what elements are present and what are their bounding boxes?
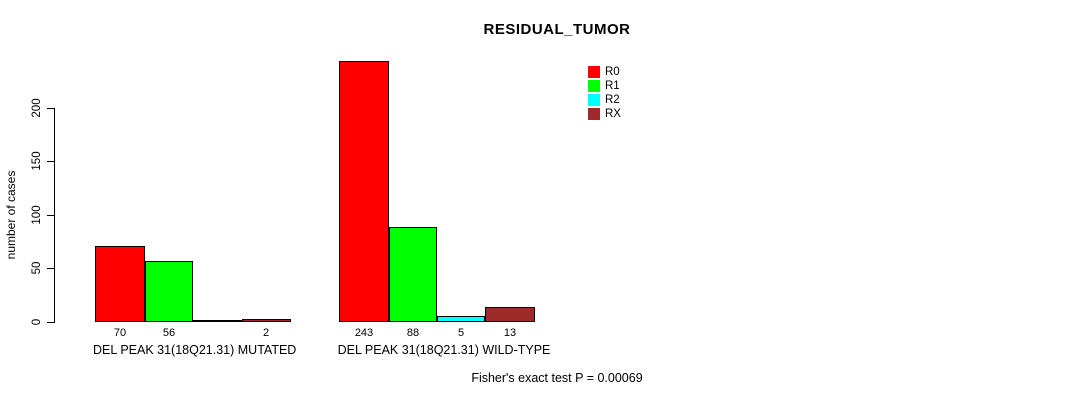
legend-swatch-r1 (588, 80, 600, 92)
y-tick-label: 150 (31, 151, 43, 171)
y-axis-tick (47, 268, 55, 269)
legend-swatch-r0 (588, 66, 600, 78)
y-tick-label: 50 (31, 261, 43, 275)
bar-r1-mutated (145, 261, 193, 322)
legend-swatch-rx (588, 108, 600, 120)
bar-r2-mutated (193, 320, 242, 322)
bar-value-label: 88 (406, 327, 420, 339)
y-tick-label: 0 (31, 318, 43, 326)
bar-rx-wildtype (485, 307, 535, 322)
bar-value-label: 243 (354, 327, 374, 339)
bar-r2-wildtype (437, 316, 485, 322)
y-axis-tick (47, 322, 55, 323)
legend-item-r1: R1 (588, 80, 621, 92)
y-tick-label: 200 (31, 98, 43, 118)
fisher-test-footnote: Fisher's exact test P = 0.00069 (471, 371, 643, 385)
category-label-wildtype: DEL PEAK 31(18Q21.31) WILD-TYPE (337, 343, 551, 357)
bar-value-label: 13 (503, 327, 517, 339)
y-tick-label: 100 (31, 205, 43, 225)
bar-r0-mutated (95, 246, 145, 322)
legend-item-r2: R2 (588, 94, 621, 106)
y-axis-tick (47, 161, 55, 162)
bar-value-label: 5 (457, 327, 465, 339)
legend-label-r2: R2 (605, 94, 620, 106)
bar-rx-mutated (242, 319, 291, 322)
y-axis-tick (47, 108, 55, 109)
bar-value-label: 56 (162, 327, 176, 339)
bar-r1-wildtype (389, 227, 437, 322)
legend-swatch-r2 (588, 94, 600, 106)
legend-item-r0: R0 (588, 66, 621, 78)
bar-value-label (197, 327, 237, 339)
legend-label-rx: RX (605, 108, 621, 120)
bar-value-label: 70 (113, 327, 127, 339)
legend: R0 R1 R2 RX (588, 66, 621, 122)
chart-title: RESIDUAL_TUMOR (483, 21, 631, 38)
legend-item-rx: RX (588, 108, 621, 120)
category-label-mutated: DEL PEAK 31(18Q21.31) MUTATED (93, 343, 297, 357)
legend-label-r0: R0 (605, 66, 620, 78)
bar-value-label: 2 (262, 327, 270, 339)
y-axis-title: number of cases (4, 170, 18, 260)
legend-label-r1: R1 (605, 80, 620, 92)
bar-r0-wildtype (339, 61, 389, 322)
y-axis-tick (47, 215, 55, 216)
